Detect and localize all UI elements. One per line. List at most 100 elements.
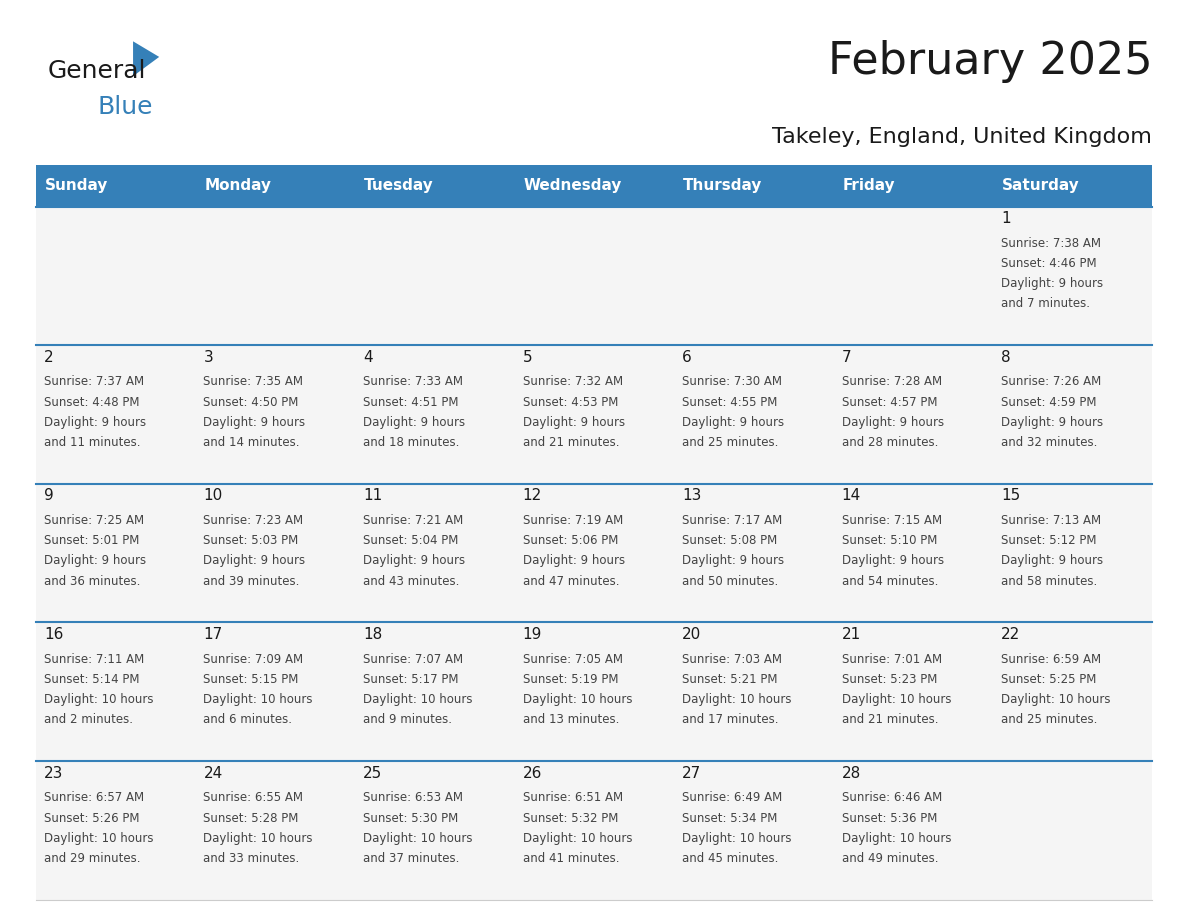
Text: and 21 minutes.: and 21 minutes. <box>841 713 939 726</box>
Text: Blue: Blue <box>97 95 153 119</box>
Text: General: General <box>48 59 146 83</box>
Text: 5: 5 <box>523 350 532 364</box>
FancyBboxPatch shape <box>355 165 514 207</box>
FancyBboxPatch shape <box>833 622 993 761</box>
Text: and 6 minutes.: and 6 minutes. <box>203 713 292 726</box>
FancyBboxPatch shape <box>195 345 355 484</box>
Text: Daylight: 9 hours: Daylight: 9 hours <box>682 554 784 567</box>
Text: Tuesday: Tuesday <box>365 178 434 194</box>
Text: and 25 minutes.: and 25 minutes. <box>682 436 778 449</box>
Text: 26: 26 <box>523 766 542 780</box>
Text: Sunrise: 7:23 AM: Sunrise: 7:23 AM <box>203 514 304 527</box>
Text: 4: 4 <box>364 350 373 364</box>
FancyBboxPatch shape <box>355 207 514 345</box>
Text: 13: 13 <box>682 488 701 503</box>
FancyBboxPatch shape <box>514 207 674 345</box>
Text: Sunset: 5:08 PM: Sunset: 5:08 PM <box>682 534 777 547</box>
Text: Daylight: 10 hours: Daylight: 10 hours <box>364 693 473 706</box>
FancyBboxPatch shape <box>36 207 195 345</box>
Text: and 58 minutes.: and 58 minutes. <box>1001 575 1098 588</box>
Text: 14: 14 <box>841 488 861 503</box>
Text: Sunrise: 7:19 AM: Sunrise: 7:19 AM <box>523 514 623 527</box>
FancyBboxPatch shape <box>514 484 674 622</box>
FancyBboxPatch shape <box>355 761 514 900</box>
Text: Daylight: 9 hours: Daylight: 9 hours <box>1001 277 1104 290</box>
Text: Sunrise: 7:28 AM: Sunrise: 7:28 AM <box>841 375 942 388</box>
Text: Sunrise: 7:05 AM: Sunrise: 7:05 AM <box>523 653 623 666</box>
Text: Sunset: 5:03 PM: Sunset: 5:03 PM <box>203 534 298 547</box>
Text: Monday: Monday <box>204 178 272 194</box>
Text: Sunset: 5:21 PM: Sunset: 5:21 PM <box>682 673 778 686</box>
FancyBboxPatch shape <box>514 622 674 761</box>
Text: and 18 minutes.: and 18 minutes. <box>364 436 460 449</box>
Text: Daylight: 9 hours: Daylight: 9 hours <box>841 416 943 429</box>
Text: Sunrise: 7:11 AM: Sunrise: 7:11 AM <box>44 653 144 666</box>
Text: Sunrise: 7:32 AM: Sunrise: 7:32 AM <box>523 375 623 388</box>
Text: and 37 minutes.: and 37 minutes. <box>364 852 460 865</box>
FancyBboxPatch shape <box>993 622 1152 761</box>
FancyBboxPatch shape <box>514 761 674 900</box>
Text: Sunset: 4:53 PM: Sunset: 4:53 PM <box>523 396 618 409</box>
Text: Daylight: 9 hours: Daylight: 9 hours <box>523 416 625 429</box>
Text: Daylight: 9 hours: Daylight: 9 hours <box>364 554 466 567</box>
Text: Daylight: 10 hours: Daylight: 10 hours <box>203 832 312 845</box>
Text: Daylight: 9 hours: Daylight: 9 hours <box>203 416 305 429</box>
Text: Sunrise: 7:21 AM: Sunrise: 7:21 AM <box>364 514 463 527</box>
FancyBboxPatch shape <box>833 207 993 345</box>
Text: 7: 7 <box>841 350 852 364</box>
FancyBboxPatch shape <box>36 484 195 622</box>
Text: and 28 minutes.: and 28 minutes. <box>841 436 939 449</box>
Text: and 32 minutes.: and 32 minutes. <box>1001 436 1098 449</box>
Text: Sunrise: 7:03 AM: Sunrise: 7:03 AM <box>682 653 782 666</box>
Text: Sunrise: 7:30 AM: Sunrise: 7:30 AM <box>682 375 782 388</box>
Text: 27: 27 <box>682 766 701 780</box>
Text: Sunset: 5:10 PM: Sunset: 5:10 PM <box>841 534 937 547</box>
Text: Sunset: 5:04 PM: Sunset: 5:04 PM <box>364 534 459 547</box>
Text: Daylight: 9 hours: Daylight: 9 hours <box>364 416 466 429</box>
Text: Saturday: Saturday <box>1003 178 1080 194</box>
Text: and 39 minutes.: and 39 minutes. <box>203 575 299 588</box>
Text: Daylight: 9 hours: Daylight: 9 hours <box>1001 416 1104 429</box>
Text: 24: 24 <box>203 766 222 780</box>
FancyBboxPatch shape <box>355 622 514 761</box>
Text: Sunrise: 6:53 AM: Sunrise: 6:53 AM <box>364 791 463 804</box>
Text: 12: 12 <box>523 488 542 503</box>
FancyBboxPatch shape <box>674 761 833 900</box>
Text: Daylight: 9 hours: Daylight: 9 hours <box>1001 554 1104 567</box>
Text: Sunset: 5:26 PM: Sunset: 5:26 PM <box>44 812 139 824</box>
Text: 11: 11 <box>364 488 383 503</box>
Text: Sunrise: 6:51 AM: Sunrise: 6:51 AM <box>523 791 623 804</box>
Text: Sunset: 5:25 PM: Sunset: 5:25 PM <box>1001 673 1097 686</box>
Text: and 43 minutes.: and 43 minutes. <box>364 575 460 588</box>
Text: 21: 21 <box>841 627 861 642</box>
Text: Daylight: 9 hours: Daylight: 9 hours <box>203 554 305 567</box>
Text: Sunset: 5:19 PM: Sunset: 5:19 PM <box>523 673 618 686</box>
Text: Daylight: 10 hours: Daylight: 10 hours <box>523 832 632 845</box>
Text: Sunrise: 6:49 AM: Sunrise: 6:49 AM <box>682 791 783 804</box>
FancyBboxPatch shape <box>355 345 514 484</box>
Text: Sunset: 5:34 PM: Sunset: 5:34 PM <box>682 812 777 824</box>
Text: and 14 minutes.: and 14 minutes. <box>203 436 301 449</box>
FancyBboxPatch shape <box>36 165 195 207</box>
Text: Daylight: 10 hours: Daylight: 10 hours <box>364 832 473 845</box>
Text: Daylight: 10 hours: Daylight: 10 hours <box>44 693 153 706</box>
Text: and 54 minutes.: and 54 minutes. <box>841 575 939 588</box>
Text: and 36 minutes.: and 36 minutes. <box>44 575 140 588</box>
Text: 15: 15 <box>1001 488 1020 503</box>
Text: Thursday: Thursday <box>683 178 763 194</box>
Text: Daylight: 10 hours: Daylight: 10 hours <box>44 832 153 845</box>
Text: Daylight: 10 hours: Daylight: 10 hours <box>682 693 791 706</box>
Text: and 33 minutes.: and 33 minutes. <box>203 852 299 865</box>
Text: Sunrise: 6:55 AM: Sunrise: 6:55 AM <box>203 791 303 804</box>
Text: Sunrise: 7:37 AM: Sunrise: 7:37 AM <box>44 375 144 388</box>
Text: Sunset: 4:50 PM: Sunset: 4:50 PM <box>203 396 299 409</box>
Text: Sunset: 5:17 PM: Sunset: 5:17 PM <box>364 673 459 686</box>
Text: Sunset: 4:46 PM: Sunset: 4:46 PM <box>1001 257 1097 270</box>
Text: 2: 2 <box>44 350 53 364</box>
Text: and 11 minutes.: and 11 minutes. <box>44 436 140 449</box>
FancyBboxPatch shape <box>993 165 1152 207</box>
FancyBboxPatch shape <box>195 207 355 345</box>
Text: Sunrise: 7:09 AM: Sunrise: 7:09 AM <box>203 653 304 666</box>
Text: 10: 10 <box>203 488 222 503</box>
Text: 16: 16 <box>44 627 63 642</box>
